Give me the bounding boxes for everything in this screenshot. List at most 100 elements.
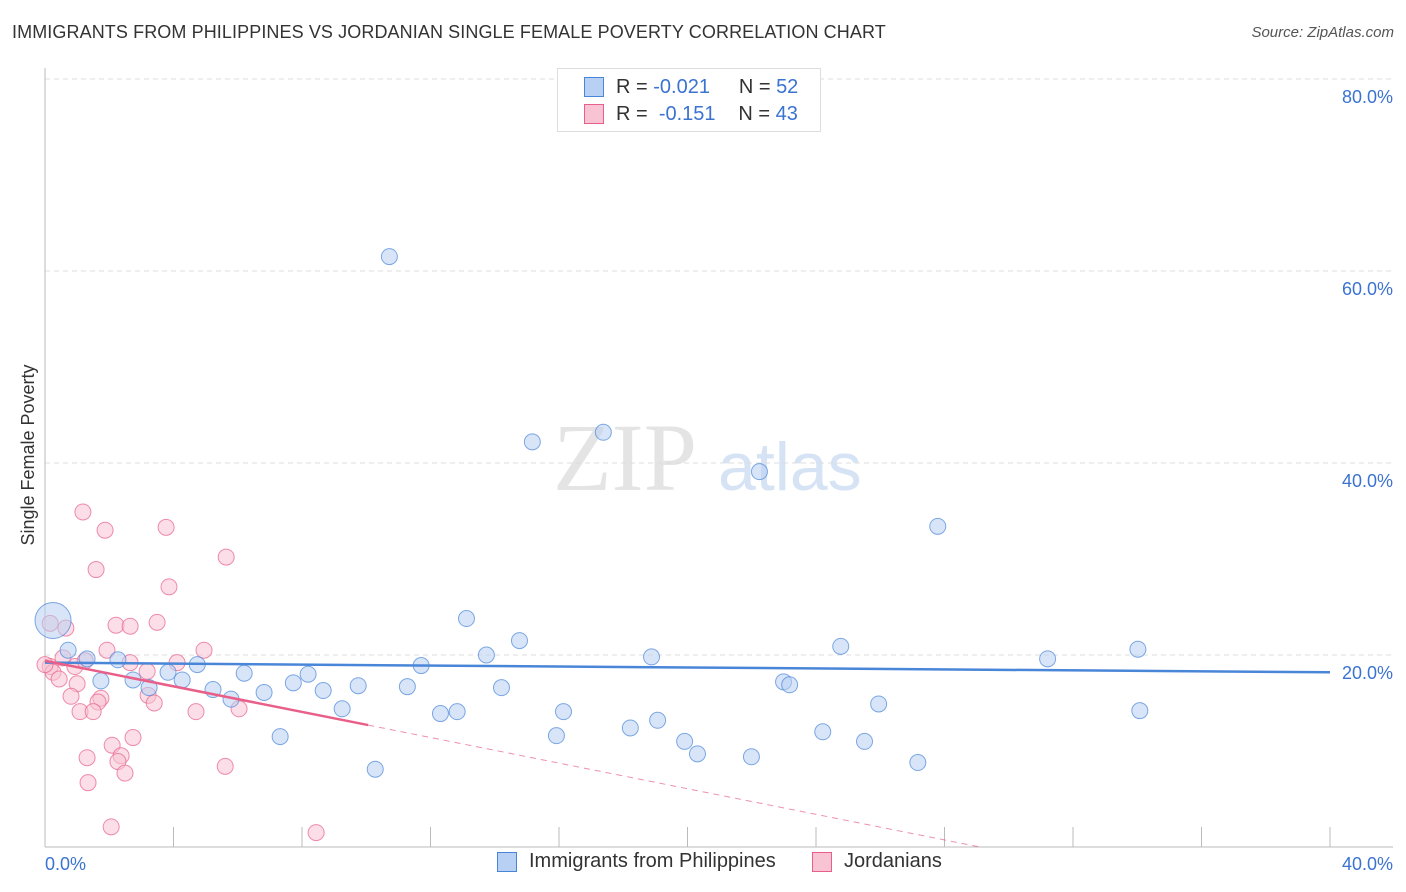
y-tick-label: 40.0% [1342, 471, 1393, 491]
jordanians-point [148, 613, 166, 631]
r-value: -0.021 [653, 75, 710, 98]
philippines-point [59, 641, 77, 659]
philippines-trend-line [44, 661, 1331, 674]
blue-swatch [584, 77, 604, 97]
pink-swatch [584, 104, 604, 124]
legend-row-philippines: R = -0.021 N = 52 [584, 75, 798, 99]
philippines-point [1039, 650, 1057, 668]
philippines-point [349, 677, 367, 695]
jordanians-point [216, 757, 234, 775]
philippines-point [621, 719, 639, 737]
philippines-point [159, 663, 177, 681]
jordanians-point [102, 818, 120, 836]
jordanians-point [145, 694, 163, 712]
y-tick-label: 80.0% [1342, 87, 1393, 107]
pink-swatch [812, 851, 832, 872]
jordanians-point [157, 518, 175, 536]
n-value: 43 [775, 102, 798, 125]
philippines-point [492, 679, 510, 697]
jordanians-point [217, 548, 235, 566]
jordanians-point [62, 687, 80, 705]
philippines-point [366, 760, 384, 778]
jordanians-point [79, 774, 97, 792]
philippines-point [380, 248, 398, 266]
philippines-point [1131, 702, 1149, 720]
jordanians-point [187, 703, 205, 721]
n-label: N = [738, 102, 771, 125]
jordanians-trend-extension [368, 724, 980, 848]
philippines-point [398, 678, 416, 696]
philippines-point [688, 745, 706, 763]
stats-legend: R = -0.021 N = 52 R = -0.151 N = 43 [557, 68, 821, 132]
watermark-zip: ZIP [553, 404, 697, 511]
philippines-point [431, 705, 449, 723]
jordanians-point [50, 670, 68, 688]
philippines-point [1129, 640, 1147, 658]
philippines-point [235, 664, 253, 682]
source-label: Source: ZipAtlas.com [1251, 24, 1394, 41]
philippines-point [750, 463, 768, 481]
jordanians-point [195, 641, 213, 659]
legend-label: Immigrants from Philippines [529, 850, 776, 872]
philippines-point [173, 671, 191, 689]
philippines-point [333, 700, 351, 718]
jordanians-point [160, 578, 178, 596]
jordanians-point [84, 703, 102, 721]
philippines-point [929, 517, 947, 535]
philippines-point [109, 651, 127, 669]
y-tick-label: 20.0% [1342, 663, 1393, 683]
jordanians-point [121, 617, 139, 635]
x-tick-label: 0.0% [45, 854, 86, 874]
y-axis-label: Single Female Poverty [18, 364, 38, 545]
legend-item-jordanians[interactable]: Jordanians [812, 850, 942, 873]
jordanians-point [98, 641, 116, 659]
n-value: 52 [776, 75, 799, 98]
jordanians-point [96, 521, 114, 539]
philippines-point [856, 732, 874, 750]
philippines-point [78, 650, 96, 668]
jordanians-point [107, 616, 125, 634]
philippines-point [510, 632, 528, 650]
philippines-point [314, 682, 332, 700]
philippines-point [676, 732, 694, 750]
blue-swatch [497, 851, 517, 872]
philippines-point [457, 610, 475, 628]
jordanians-point [87, 561, 105, 579]
jordanians-point [116, 764, 134, 782]
legend-item-philippines[interactable]: Immigrants from Philippines [497, 850, 776, 873]
r-value: -0.151 [658, 102, 716, 125]
jordanians-point [74, 503, 92, 521]
philippines-point [742, 748, 760, 766]
philippines-point [649, 711, 667, 729]
philippines-point [477, 646, 495, 664]
philippines-point [448, 703, 466, 721]
chart-title: IMMIGRANTS FROM PHILIPPINES VS JORDANIAN… [12, 22, 886, 42]
philippines-point [523, 433, 541, 451]
n-label: N = [738, 75, 771, 98]
philippines-point [547, 727, 565, 745]
philippines-point [255, 683, 273, 701]
jordanians-point [78, 749, 96, 767]
x-tick-label: 40.0% [1342, 854, 1393, 874]
philippines-point [554, 703, 572, 721]
jordanians-point [138, 662, 156, 680]
philippines-point [870, 695, 888, 713]
philippines-point [781, 676, 799, 694]
philippines-point [92, 672, 110, 690]
philippines-point [284, 674, 302, 692]
r-label: R = [616, 102, 648, 125]
philippines-point [140, 679, 158, 697]
legend-row-jordanians: R = -0.151 N = 43 [584, 102, 798, 126]
philippines-point [814, 723, 832, 741]
jordanians-point [307, 824, 325, 842]
philippines-point [643, 648, 661, 666]
jordanians-trend-line [44, 659, 369, 727]
watermark-atlas: atlas [718, 429, 862, 505]
y-tick-label: 60.0% [1342, 279, 1393, 299]
philippines-point [909, 754, 927, 772]
philippines-point [594, 423, 612, 441]
philippines-point [34, 601, 72, 639]
philippines-point [832, 637, 850, 655]
